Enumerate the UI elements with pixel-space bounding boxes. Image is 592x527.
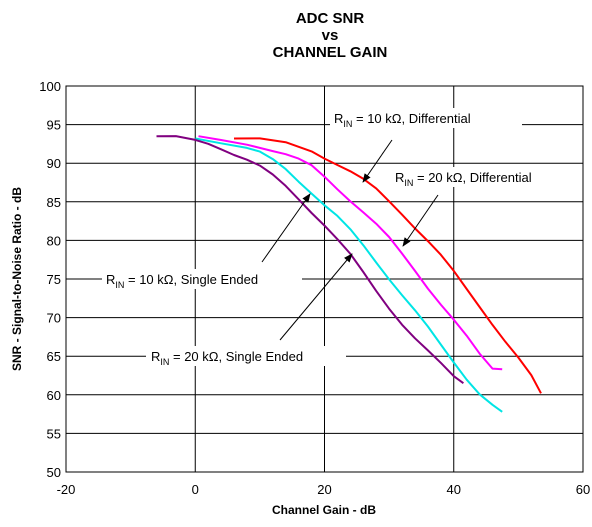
label-10k-differential: RIN = 10 kΩ, Differential [334, 111, 471, 129]
x-tick-label: 40 [447, 482, 461, 497]
label-10k-single-ended: RIN = 10 kΩ, Single Ended [106, 272, 258, 290]
y-tick-label: 90 [47, 156, 61, 171]
x-tick-label: 20 [317, 482, 331, 497]
y-tick-label: 95 [47, 118, 61, 133]
chart-title-line-2: vs [322, 27, 339, 44]
y-tick-label: 70 [47, 311, 61, 326]
plot-frame [65, 85, 584, 473]
y-tick-label: 60 [47, 388, 61, 403]
y-tick-label: 80 [47, 233, 61, 248]
label-bg-10k-diff [330, 108, 522, 128]
arrow-10k-differential [362, 139, 393, 183]
y-axis-label: SNR - Signal-to-Noise Ratio - dB [10, 187, 24, 371]
series-line-0 [233, 137, 542, 394]
label-bg-20k-se [146, 346, 346, 366]
x-tick-label: 60 [576, 482, 590, 497]
chart-title-line-1: ADC SNR [296, 10, 365, 27]
x-tick-label: 0 [192, 482, 199, 497]
series-group [156, 135, 542, 413]
tick-labels: 50 55 60 65 70 75 80 85 90 95 100 -20 0 20 40 60 [39, 79, 590, 497]
label-bg-20k-diff [390, 167, 568, 187]
x-tick-label: -20 [57, 482, 76, 497]
label-bg-10k-se [102, 269, 302, 289]
arrow-20k-single-ended [279, 253, 353, 341]
y-tick-label: 100 [39, 79, 61, 94]
series-line-1 [198, 135, 503, 371]
y-tick-label: 75 [47, 272, 61, 287]
label-20k-single-ended: RIN = 20 kΩ, Single Ended [151, 349, 303, 367]
arrow-10k-single-ended [261, 193, 311, 263]
y-tick-label: 55 [47, 426, 61, 441]
x-axis-label: Channel Gain - dB [272, 503, 376, 517]
label-20k-differential: RIN = 20 kΩ, Differential [395, 170, 532, 188]
arrow-20k-differential [402, 194, 439, 247]
series-line-2 [195, 137, 503, 413]
y-tick-label: 85 [47, 195, 61, 210]
series-line-3 [156, 135, 464, 385]
y-tick-label: 65 [47, 349, 61, 364]
chart-title-line-3: CHANNEL GAIN [273, 44, 388, 61]
y-tick-label: 50 [47, 465, 61, 480]
